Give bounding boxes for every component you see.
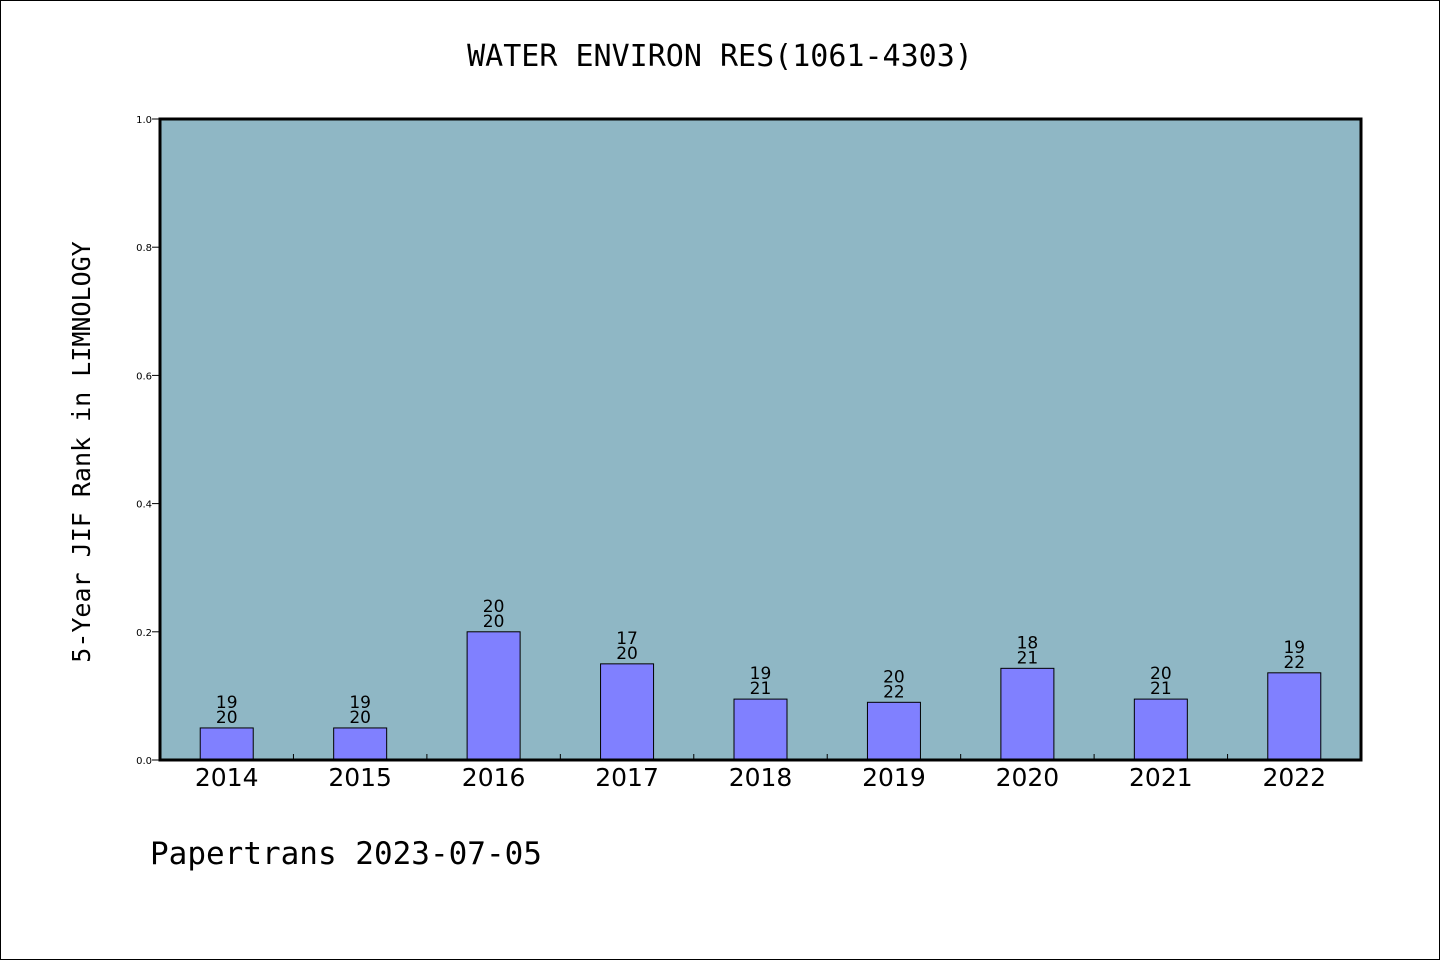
y-tick-label: 0.4 — [136, 500, 152, 511]
bar-total-label: 21 — [1150, 679, 1172, 699]
y-tick-label: 1.0 — [136, 115, 152, 126]
bar-2021 — [1133, 698, 1188, 761]
bar-2017 — [600, 663, 655, 761]
bar-2015 — [333, 727, 388, 761]
y-axis: 0.0 0.2 0.4 0.6 0.8 1.0 — [136, 115, 160, 767]
bar-rank-label: 20 — [883, 667, 905, 687]
bar-rank-label: 20 — [1150, 664, 1172, 684]
bar-2019 — [866, 701, 921, 761]
bar-rank-label: 19 — [216, 693, 238, 713]
x-tick-label: 2018 — [729, 763, 793, 792]
chart-title: WATER ENVIRON RES(1061-4303) — [467, 39, 973, 74]
bar-2018 — [733, 698, 788, 761]
y-tick-label: 0.2 — [136, 628, 152, 639]
bar-total-label: 20 — [216, 708, 238, 728]
bar-total-label: 21 — [750, 679, 772, 699]
bar-total-label: 20 — [616, 644, 638, 664]
bar-2022 — [1267, 672, 1322, 761]
x-axis: 2014 2015 2016 2017 2018 2019 2020 2021 2022 — [195, 754, 1326, 792]
x-tick-label: 2020 — [996, 763, 1060, 792]
y-tick-label: 0.0 — [136, 756, 152, 767]
bars-group — [199, 631, 1322, 761]
x-tick-label: 2019 — [862, 763, 926, 792]
bar-total-label: 20 — [349, 708, 371, 728]
x-tick-label: 2021 — [1129, 763, 1193, 792]
y-tick-label: 0.6 — [136, 371, 152, 382]
x-tick-label: 2016 — [462, 763, 526, 792]
plot-area — [160, 119, 1361, 760]
plot-border — [158, 117, 1363, 762]
bar-2020 — [1000, 667, 1055, 761]
bar-rank-label: 18 — [1017, 633, 1039, 653]
x-tick-label: 2014 — [195, 763, 259, 792]
bar-2014 — [199, 727, 254, 761]
x-tick-label: 2017 — [595, 763, 659, 792]
bar-total-label: 22 — [1283, 653, 1305, 673]
bar-total-label: 20 — [483, 612, 505, 632]
bar-rank-label: 19 — [349, 693, 371, 713]
bar-total-label: 21 — [1017, 648, 1039, 668]
x-tick-label: 2022 — [1262, 763, 1326, 792]
bar-total-label: 22 — [883, 682, 905, 702]
footer-credit: Papertrans 2023-07-05 — [150, 836, 542, 872]
bar-rank-label: 20 — [483, 597, 505, 617]
bar-2016 — [466, 631, 521, 761]
bar-rank-label: 19 — [750, 664, 772, 684]
y-axis-label: 5-Year JIF Rank in LIMNOLOGY — [67, 241, 96, 662]
bar-rank-label: 19 — [1283, 638, 1305, 658]
bar-rank-label: 17 — [616, 629, 638, 649]
x-tick-label: 2015 — [328, 763, 392, 792]
y-tick-label: 0.8 — [136, 243, 152, 254]
